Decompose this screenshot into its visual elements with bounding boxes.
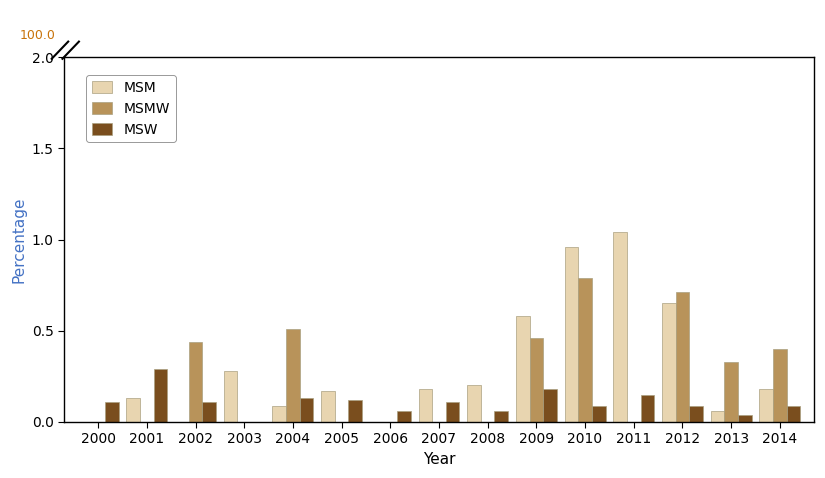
Bar bbox=[418, 389, 432, 422]
Bar bbox=[613, 232, 627, 422]
Bar bbox=[467, 385, 481, 422]
Bar bbox=[578, 278, 592, 422]
Bar bbox=[446, 402, 460, 422]
Bar bbox=[397, 411, 411, 422]
Bar bbox=[153, 369, 167, 422]
Bar bbox=[286, 329, 299, 422]
Bar bbox=[640, 394, 654, 422]
Bar bbox=[543, 389, 557, 422]
Bar bbox=[689, 405, 703, 422]
Bar bbox=[676, 293, 689, 422]
Bar bbox=[272, 405, 286, 422]
X-axis label: Year: Year bbox=[422, 452, 455, 467]
Bar bbox=[773, 349, 786, 422]
Bar bbox=[710, 411, 724, 422]
Bar bbox=[738, 414, 752, 422]
Bar bbox=[759, 389, 773, 422]
Bar bbox=[516, 316, 530, 422]
Legend: MSM, MSMW, MSW: MSM, MSMW, MSW bbox=[86, 75, 176, 142]
Text: 100.0: 100.0 bbox=[20, 29, 56, 43]
Bar bbox=[126, 398, 140, 422]
Bar bbox=[321, 391, 335, 422]
Bar bbox=[494, 411, 508, 422]
Bar bbox=[224, 371, 238, 422]
Bar bbox=[530, 338, 543, 422]
Bar bbox=[299, 398, 314, 422]
Bar bbox=[662, 304, 676, 422]
Bar bbox=[724, 362, 738, 422]
Bar bbox=[189, 342, 202, 422]
Bar bbox=[564, 247, 578, 422]
Bar bbox=[202, 402, 216, 422]
Bar bbox=[105, 402, 119, 422]
Bar bbox=[592, 405, 606, 422]
Bar bbox=[348, 400, 362, 422]
Bar bbox=[786, 405, 800, 422]
Y-axis label: Percentage: Percentage bbox=[11, 196, 26, 283]
